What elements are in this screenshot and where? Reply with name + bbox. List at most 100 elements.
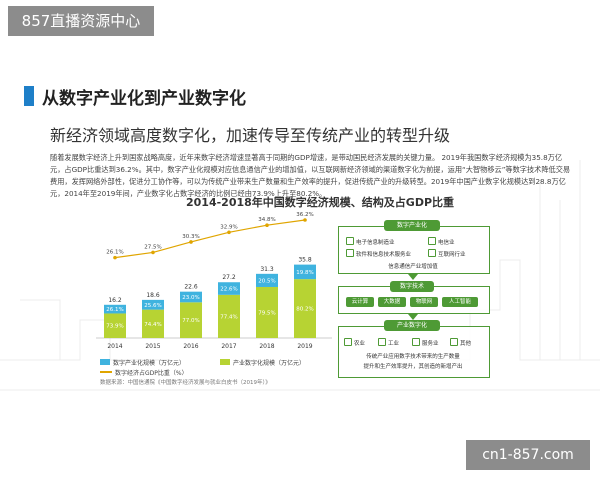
- gdp-ratio-point: [151, 250, 155, 255]
- bar-total-label: 18.6: [146, 292, 160, 299]
- source-note: 数据来源：中国信通院《中国数字经济发展与就业白皮书（2019年）》: [100, 380, 271, 386]
- legend-line-swatch: [100, 371, 112, 373]
- bar-total-label: 35.8: [298, 257, 312, 264]
- legend-industry-digital: 产业数字化规模（万亿元）: [220, 358, 305, 367]
- gdp-ratio-label: 26.1%: [106, 250, 123, 256]
- panel-top-item-label: 互联网行业: [438, 252, 466, 258]
- bar-share-label: 73.9%: [106, 324, 123, 330]
- x-tick-label: 2017: [221, 343, 236, 350]
- chart-title: 2014-2018年中国数字经济规模、结构及占GDP比重: [186, 196, 455, 209]
- bar-industry-digital: [218, 294, 240, 338]
- down-arrow-icon: [408, 314, 418, 320]
- x-tick-label: 2019: [297, 343, 312, 350]
- body-paragraph: 随着发展数字经济上升到国家战略高度，近年来数字经济增速显著高于同期的GDP增速，…: [50, 153, 571, 198]
- panel-bottom-item: 工业: [378, 338, 399, 347]
- bar-industry-digital: [294, 279, 316, 338]
- bar-share-label: 74.4%: [144, 322, 161, 328]
- legend-label: 数字产业化规模（万亿元）: [113, 360, 186, 367]
- bar-share-label: 79.5%: [258, 310, 275, 316]
- legend-label: 产业数字化规模（万亿元）: [233, 360, 306, 367]
- panel-mid-head: 数字技术: [390, 281, 434, 292]
- bar-total-label: 27.2: [222, 274, 236, 281]
- panel-top-head: 数字产业化: [384, 220, 440, 231]
- gdp-ratio-point: [227, 230, 231, 235]
- section-marker: [24, 86, 34, 106]
- bar-share-label: 19.8%: [296, 270, 313, 276]
- section-title: 从数字产业化到产业数字化: [42, 89, 246, 109]
- panel-top-item-label: 软件和信息技术服务业: [356, 252, 412, 258]
- bar-digital-industry: [142, 299, 164, 310]
- bar-share-label: 77.0%: [182, 318, 199, 324]
- legend-swatch-blue: [100, 359, 110, 365]
- panel-bottom-note: 提升和生产效率提升，其创造的新增产出: [363, 364, 463, 370]
- agriculture-icon: [344, 338, 352, 346]
- gdp-ratio-point: [303, 218, 307, 222]
- other-icon: [450, 338, 458, 346]
- bar-industry-digital: [104, 313, 126, 338]
- gdp-ratio-point: [189, 240, 193, 244]
- bar-digital-industry: [256, 273, 278, 287]
- gdp-ratio-point: [265, 223, 269, 228]
- bar-digital-industry: [294, 264, 316, 280]
- watermark-top-left: 857直播资源中心: [8, 6, 154, 36]
- bar-industry-digital: [142, 309, 164, 338]
- gdp-ratio-label: 34.8%: [258, 217, 275, 223]
- industry-icon: [378, 338, 386, 346]
- bar-total-label: 31.3: [260, 266, 274, 273]
- panel-top-box: [338, 226, 490, 274]
- tech-pill: 人工智能: [442, 297, 478, 307]
- bar-total-label: 22.6: [184, 284, 198, 291]
- x-tick-label: 2014: [107, 343, 122, 350]
- legend-label: 数字经济占GDP比重（%）: [115, 370, 188, 377]
- gdp-ratio-point: [113, 255, 117, 260]
- software-icon: [346, 249, 354, 257]
- bar-digital-industry: [180, 291, 202, 303]
- legend-gdp-ratio: 数字经济占GDP比重（%）: [100, 368, 188, 377]
- bar-digital-industry: [104, 304, 126, 314]
- bar-share-label: 26.1%: [106, 307, 123, 313]
- panel-bottom-item-label: 其他: [460, 341, 472, 347]
- panel-top-item-label: 电信业: [438, 240, 455, 246]
- panel-bottom-item: 其他: [450, 338, 471, 347]
- panel-top-item: 电信业: [428, 237, 455, 246]
- x-tick-label: 2018: [259, 343, 274, 350]
- internet-icon: [428, 249, 436, 257]
- bar-share-label: 80.2%: [296, 307, 313, 313]
- service-icon: [412, 338, 420, 346]
- tech-pill: 物联网: [410, 297, 438, 307]
- panel-bottom-item-label: 服务业: [422, 341, 439, 347]
- gdp-ratio-label: 32.9%: [220, 224, 237, 230]
- panel-top-note: 信息通信产业增加值: [388, 264, 438, 270]
- bar-share-label: 77.4%: [220, 314, 237, 320]
- panel-bottom-item: 农业: [344, 338, 365, 347]
- bar-total-label: 16.2: [108, 297, 122, 304]
- x-tick-label: 2016: [183, 343, 198, 350]
- panel-bottom-head: 产业数字化: [384, 320, 440, 331]
- bar-digital-industry: [218, 282, 240, 295]
- panel-top-item-label: 电子信息制造业: [356, 240, 395, 246]
- gdp-ratio-line: [114, 219, 306, 259]
- bar-share-label: 20.5%: [258, 278, 275, 284]
- panel-bottom-item: 服务业: [412, 338, 439, 347]
- bar-share-label: 22.6%: [220, 287, 237, 293]
- bar-industry-digital: [256, 286, 278, 338]
- panel-top-item: 软件和信息技术服务业: [346, 249, 411, 258]
- legend-swatch-green: [220, 359, 230, 365]
- x-tick-label: 2015: [145, 343, 160, 350]
- panel-bottom-item-label: 农业: [354, 341, 366, 347]
- tech-pill: 大数据: [378, 297, 406, 307]
- watermark-bottom-right: cn1-857.com: [466, 440, 590, 470]
- down-arrow-icon: [408, 274, 418, 280]
- bar-share-label: 23.0%: [182, 295, 199, 301]
- gdp-ratio-label: 36.2%: [296, 212, 313, 218]
- panel-bottom-item-label: 工业: [388, 341, 400, 347]
- tech-pill: 云计算: [346, 297, 374, 307]
- legend-digital-industry: 数字产业化规模（万亿元）: [100, 358, 185, 367]
- gdp-ratio-label: 30.3%: [182, 234, 199, 240]
- gdp-ratio-label: 27.5%: [144, 244, 161, 250]
- digital-economy-chart: 73.9% 26.1% 16.2 2014 74.4% 25.6% 18.6 2015 77.0…: [96, 212, 332, 350]
- bar-industry-digital: [180, 302, 202, 338]
- telecom-icon: [428, 237, 436, 245]
- panel-top-item: 电子信息制造业: [346, 237, 395, 246]
- panel-top-item: 互联网行业: [428, 249, 466, 258]
